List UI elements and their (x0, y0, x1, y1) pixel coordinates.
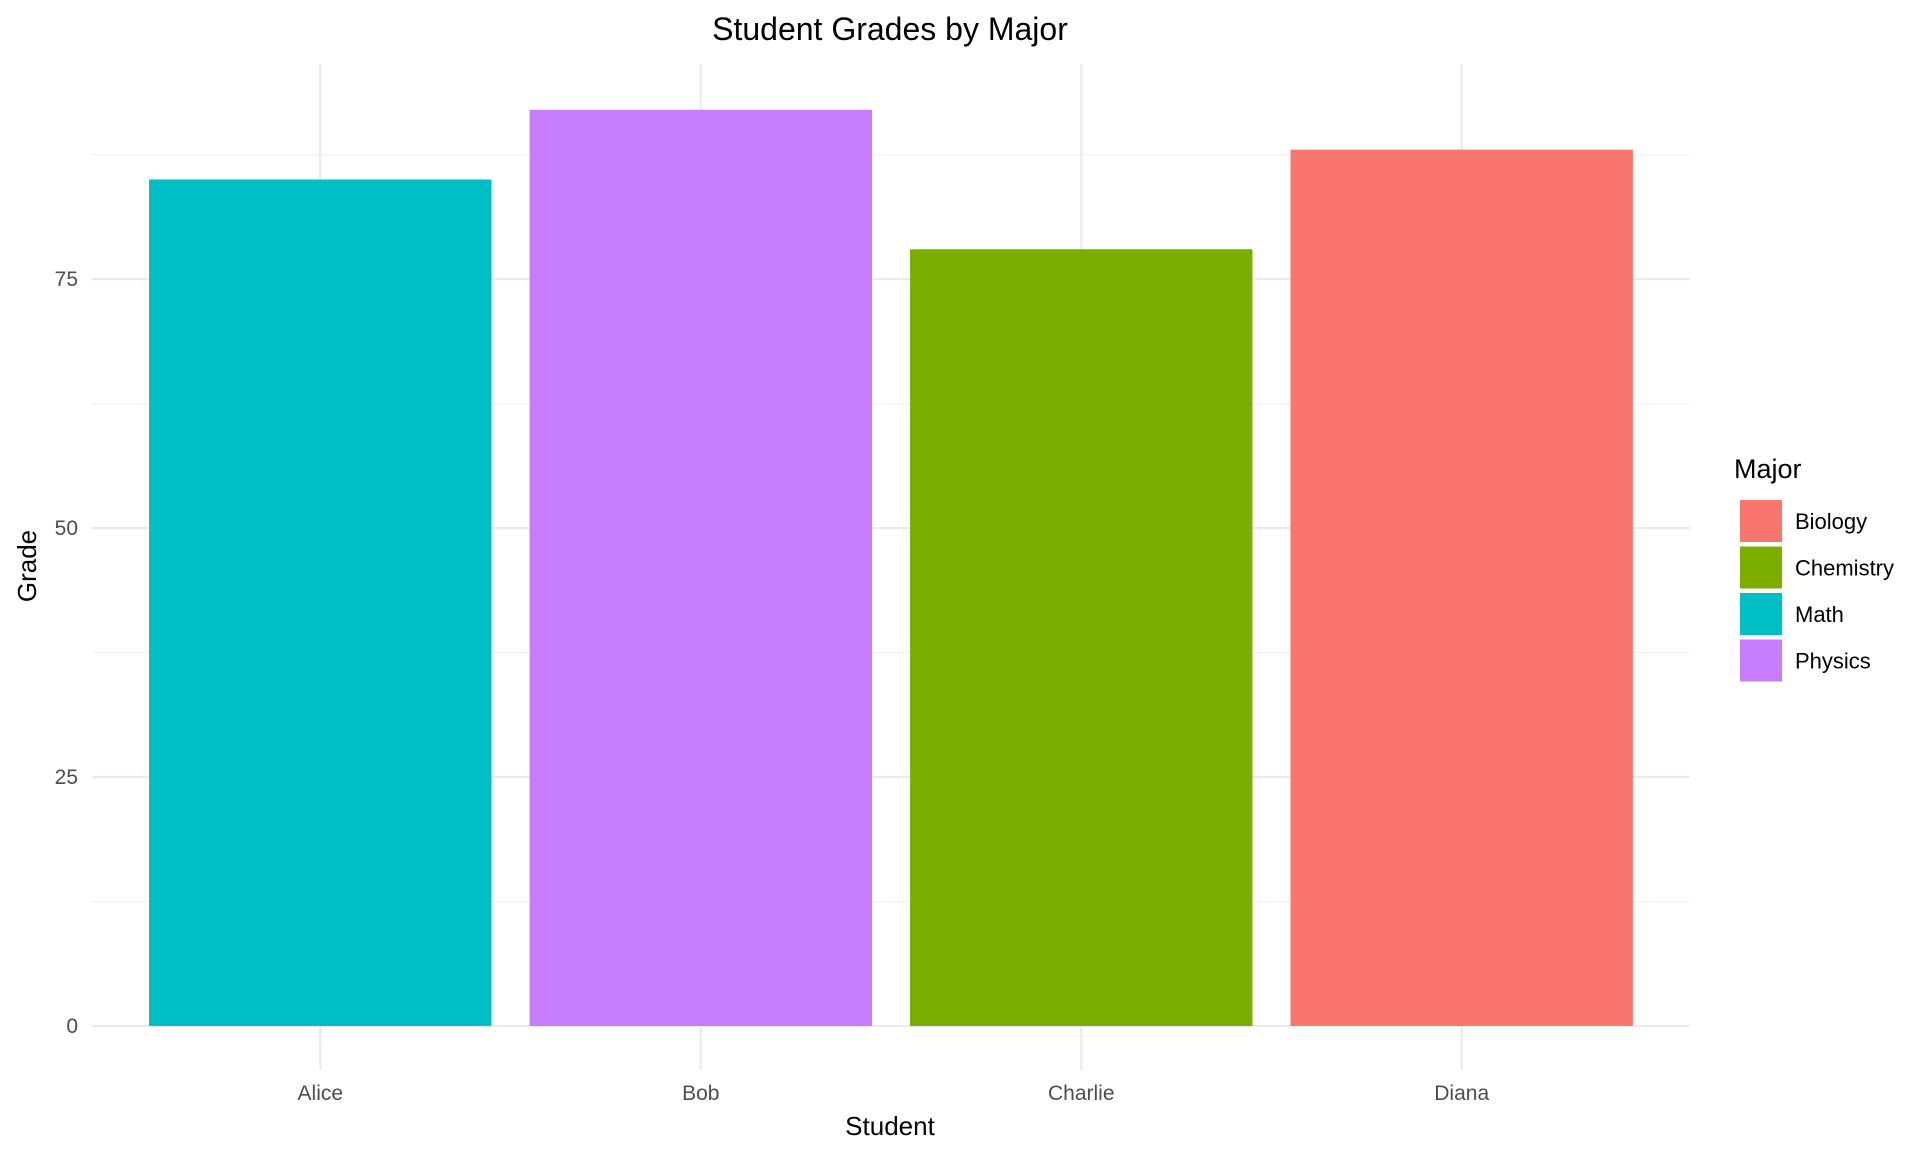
x-tick-label: Bob (682, 1082, 719, 1105)
legend-label-math: Math (1795, 602, 1844, 627)
bar-diana (1290, 149, 1633, 1026)
legend-key-chemistry (1740, 546, 1782, 589)
y-tick-label: 75 (55, 268, 78, 291)
y-tick-label: 0 (66, 1015, 78, 1038)
y-tick-label: 50 (55, 517, 78, 540)
y-axis-title: Grade (12, 530, 42, 602)
legend-key-biology (1740, 500, 1782, 542)
legend-title: Major (1734, 454, 1802, 484)
x-tick-label: Alice (298, 1082, 344, 1105)
y-axis-ticks: 0 25 50 75 (55, 268, 78, 1038)
bars (149, 109, 1633, 1027)
legend-key-math (1740, 593, 1782, 635)
x-axis-title: Student (845, 1111, 935, 1141)
bar-charlie (910, 249, 1253, 1027)
bar-alice (149, 179, 492, 1027)
legend-label-physics: Physics (1795, 649, 1871, 674)
chart-title: Student Grades by Major (712, 11, 1068, 47)
x-axis-ticks: Alice Bob Charlie Diana (298, 1082, 1490, 1105)
y-tick-label: 25 (55, 766, 78, 789)
legend-label-chemistry: Chemistry (1795, 556, 1894, 581)
bar-bob (529, 109, 872, 1027)
legend-label-biology: Biology (1795, 509, 1867, 534)
x-tick-label: Diana (1434, 1082, 1489, 1105)
legend-key-physics (1740, 639, 1782, 682)
x-tick-label: Charlie (1048, 1082, 1115, 1105)
legend: Major Biology Chemistry Math Physics (1734, 454, 1894, 682)
